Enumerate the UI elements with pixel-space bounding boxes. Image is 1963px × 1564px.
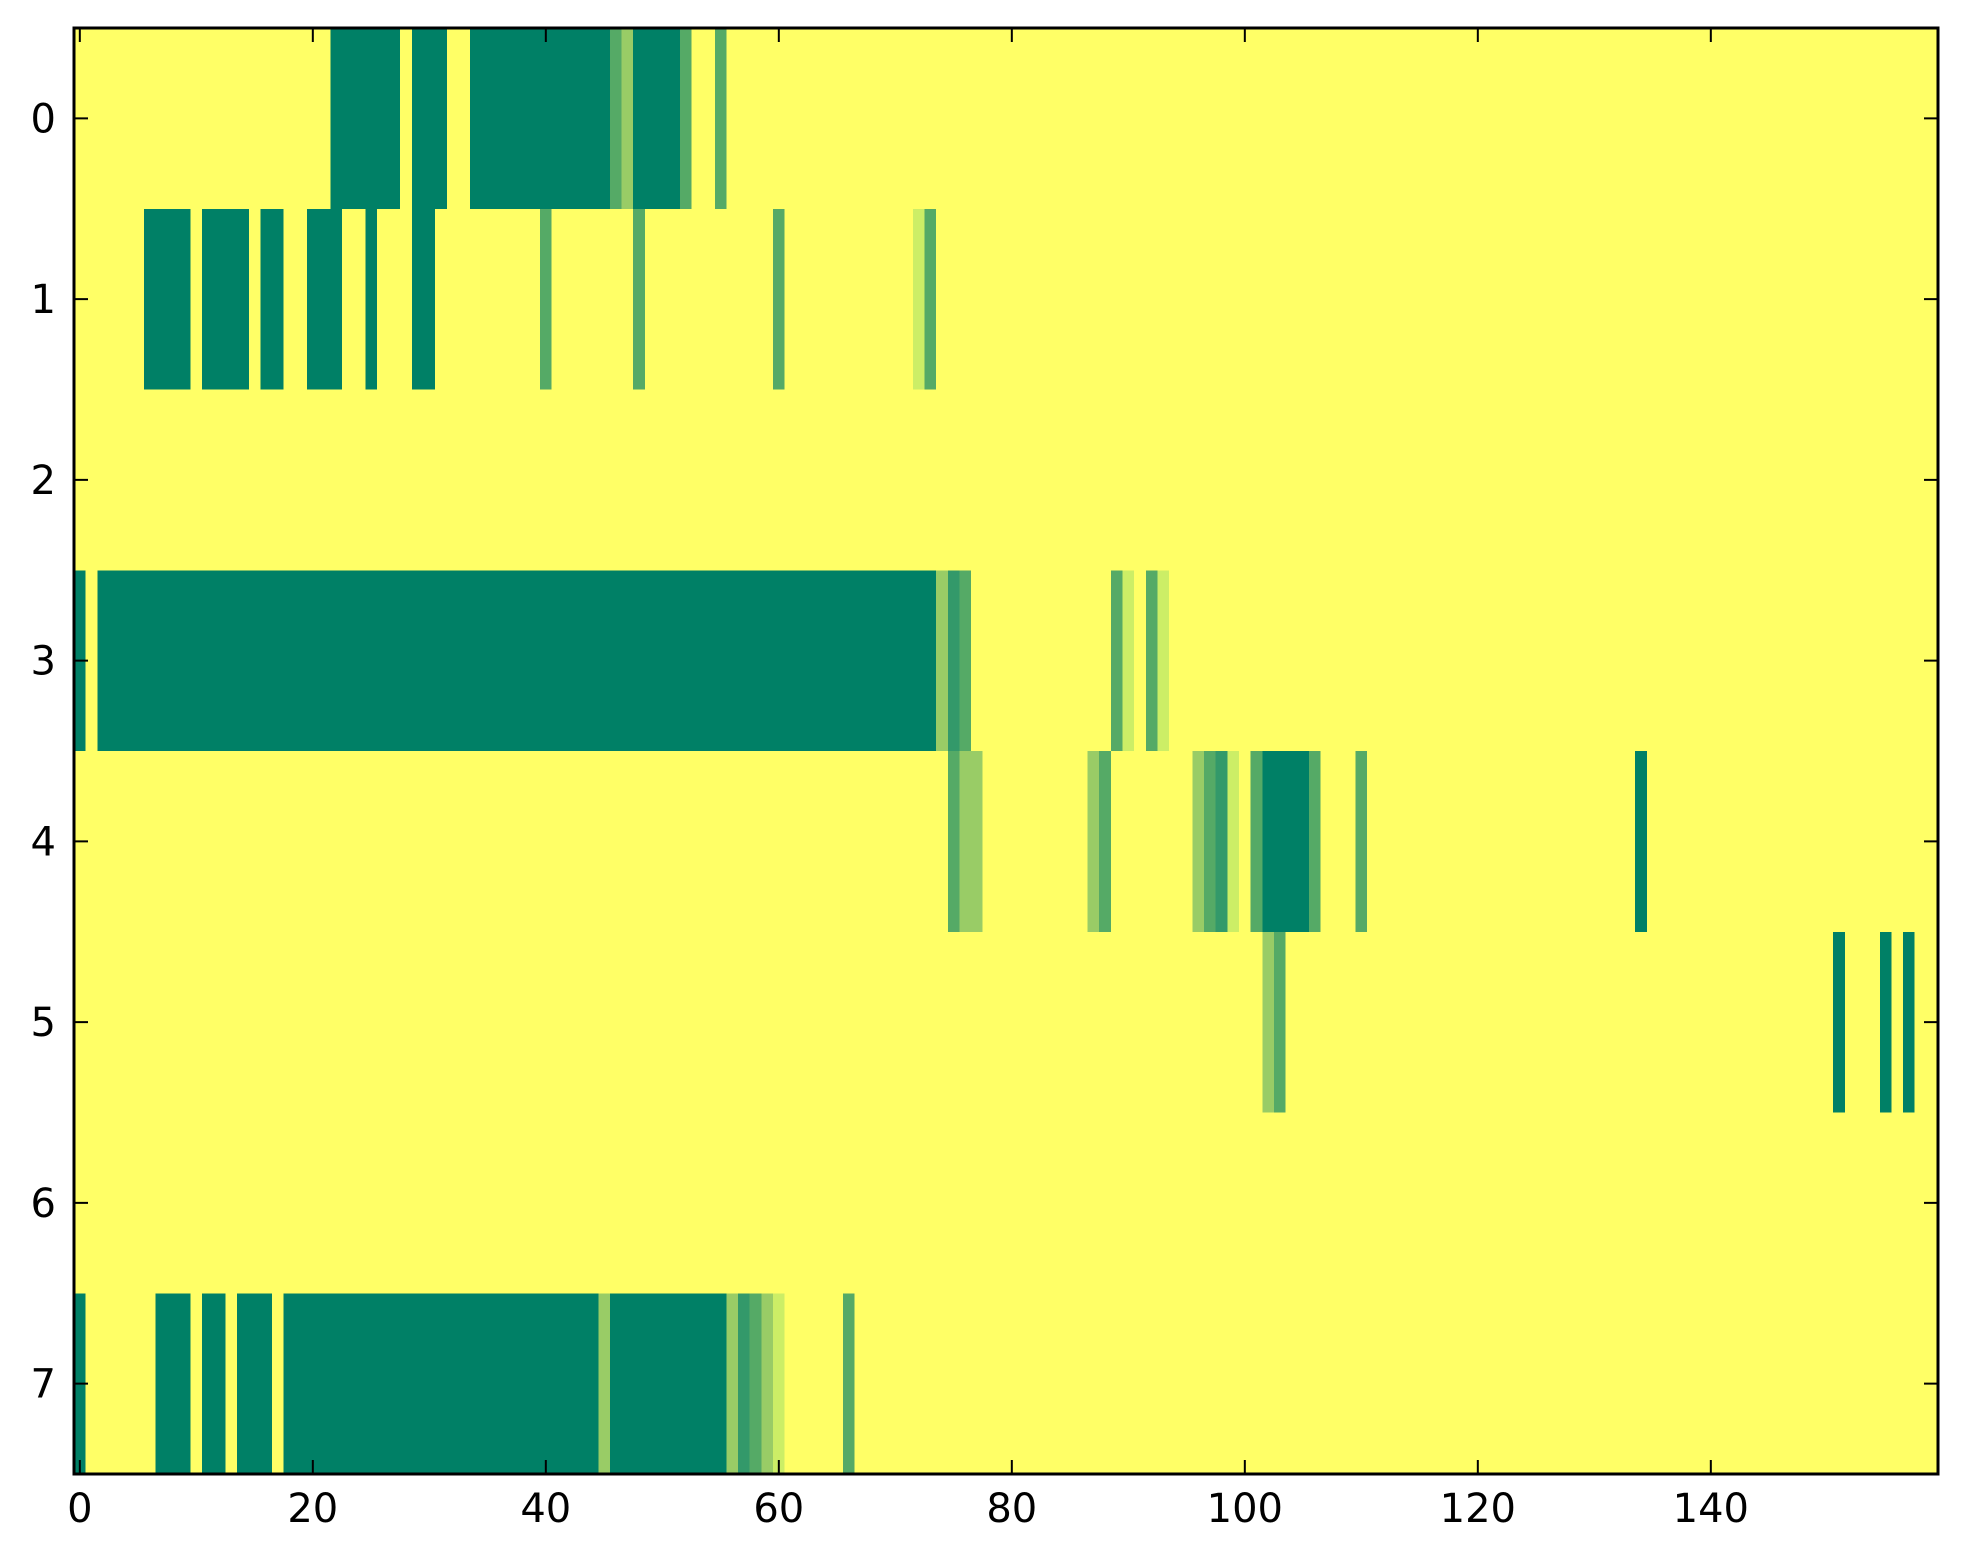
- heatmap-cell-row-0-seg-2: [470, 28, 610, 209]
- heatmap-cell-row-3-seg-2: [936, 570, 948, 751]
- heatmap-cell-row-0-seg-6: [679, 28, 692, 209]
- heatmap-cell-row-7-seg-9: [749, 1293, 762, 1474]
- heatmap-cell-row-1-seg-9: [912, 208, 925, 390]
- heatmap-cell-row-4-seg-9: [1262, 751, 1309, 932]
- heatmap-cell-row-4-seg-3: [1099, 751, 1111, 932]
- heatmap-cell-row-7-seg-11: [773, 1293, 785, 1474]
- y-tick-label: 6: [31, 1181, 56, 1227]
- x-tick-label: 100: [1207, 1486, 1283, 1532]
- heatmap-cell-row-4-seg-11: [1355, 751, 1368, 932]
- y-tick-label: 2: [31, 458, 56, 504]
- heatmap-cell-row-5-seg-1: [1273, 931, 1286, 1113]
- heatmap-cell-row-1-seg-6: [540, 208, 552, 390]
- heatmap-cell-row-0-seg-1: [411, 28, 447, 209]
- heatmap-cell-row-1-seg-0: [143, 208, 191, 390]
- x-tick-label: 0: [67, 1486, 92, 1532]
- heatmap-cell-row-7-seg-10: [761, 1293, 773, 1474]
- heatmap-cell-row-0-seg-4: [621, 28, 634, 209]
- y-axis-tick-labels: 0 1 2 3 4 5 6 7: [31, 96, 56, 1407]
- heatmap-cell-row-5-seg-3: [1879, 931, 1892, 1113]
- heatmap-cell-row-0-seg-0: [330, 28, 401, 209]
- heatmap-cell-row-4-seg-0: [947, 751, 960, 932]
- heatmap-cell-row-4-seg-1: [959, 751, 983, 932]
- heatmap-cells: [74, 28, 1938, 1474]
- heatmap-cell-row-7-seg-3: [237, 1293, 273, 1474]
- heatmap-cell-row-5-seg-0: [1262, 931, 1274, 1113]
- x-tick-label: 120: [1440, 1486, 1516, 1532]
- heatmap-cell-row-4-seg-7: [1227, 751, 1239, 932]
- heatmap-cell-row-5-seg-2: [1833, 931, 1845, 1113]
- heatmap-cell-row-4-seg-8: [1250, 751, 1263, 932]
- heatmap-cell-row-7-seg-12: [842, 1293, 855, 1474]
- heatmap-cell-row-3-seg-1: [97, 570, 937, 751]
- heatmap-cell-row-7-seg-2: [202, 1293, 226, 1474]
- y-tick-label: 4: [31, 819, 56, 865]
- heatmap-cell-row-3-seg-3: [947, 570, 960, 751]
- heatmap-cell-row-4-seg-4: [1192, 751, 1205, 932]
- heatmap-cell-row-4-seg-5: [1204, 751, 1216, 932]
- heatmap-cell-row-3-seg-7: [1145, 570, 1158, 751]
- heatmap-cell-row-7-seg-5: [598, 1293, 610, 1474]
- y-tick-label: 0: [31, 96, 56, 142]
- heatmap-cell-row-0-seg-7: [714, 28, 727, 209]
- heatmap-cell-row-4-seg-2: [1087, 751, 1100, 932]
- heatmap-cell-row-3-seg-4: [959, 570, 972, 751]
- heatmap-cell-row-4-seg-6: [1215, 751, 1228, 932]
- x-tick-label: 140: [1673, 1486, 1749, 1532]
- heatmap-cell-row-7-seg-7: [726, 1293, 739, 1474]
- heatmap-cell-row-7-seg-8: [738, 1293, 750, 1474]
- x-tick-label: 80: [986, 1486, 1037, 1532]
- heatmap-cell-row-7-seg-4: [283, 1293, 599, 1474]
- heatmap-cell-row-1-seg-3: [307, 208, 342, 390]
- x-tick-label: 20: [287, 1486, 338, 1532]
- y-tick-label: 5: [31, 1000, 56, 1046]
- heatmap-cell-row-1-seg-1: [202, 208, 249, 390]
- heatmap-cell-row-4-seg-10: [1308, 751, 1321, 932]
- heatmap-cell-row-3-seg-6: [1122, 570, 1135, 751]
- heatmap-cell-row-1-seg-5: [411, 208, 436, 390]
- y-tick-label: 3: [31, 639, 56, 685]
- heatmap-cell-row-7-seg-6: [609, 1293, 727, 1474]
- x-tick-label: 60: [753, 1486, 804, 1532]
- heatmap-cell-row-0-seg-3: [609, 28, 622, 209]
- heatmap-cell-row-1-seg-4: [365, 208, 377, 390]
- heatmap-cell-row-5-seg-4: [1903, 931, 1915, 1113]
- heatmap-cell-row-1-seg-10: [924, 208, 937, 390]
- x-tick-label: 40: [520, 1486, 571, 1532]
- plot-frame: [72, 26, 1940, 1476]
- y-tick-label: 1: [31, 277, 56, 323]
- heatmap-cell-row-1-seg-8: [773, 208, 785, 390]
- heatmap-cell-row-1-seg-2: [260, 208, 284, 390]
- heatmap-cell-row-4-seg-12: [1635, 751, 1647, 932]
- x-axis-tick-labels: 0 20 40 60 80 100 120 140: [67, 1486, 1749, 1532]
- heatmap-cell-row-0-seg-5: [633, 28, 680, 209]
- heatmap-cell-row-3-seg-8: [1157, 570, 1170, 751]
- y-tick-label: 7: [31, 1362, 56, 1408]
- heatmap-cell-row-3-seg-5: [1110, 570, 1123, 751]
- heatmap-cell-row-7-seg-1: [155, 1293, 191, 1474]
- axis-ticks: [74, 28, 1938, 1474]
- heatmap-cell-row-1-seg-7: [633, 208, 645, 390]
